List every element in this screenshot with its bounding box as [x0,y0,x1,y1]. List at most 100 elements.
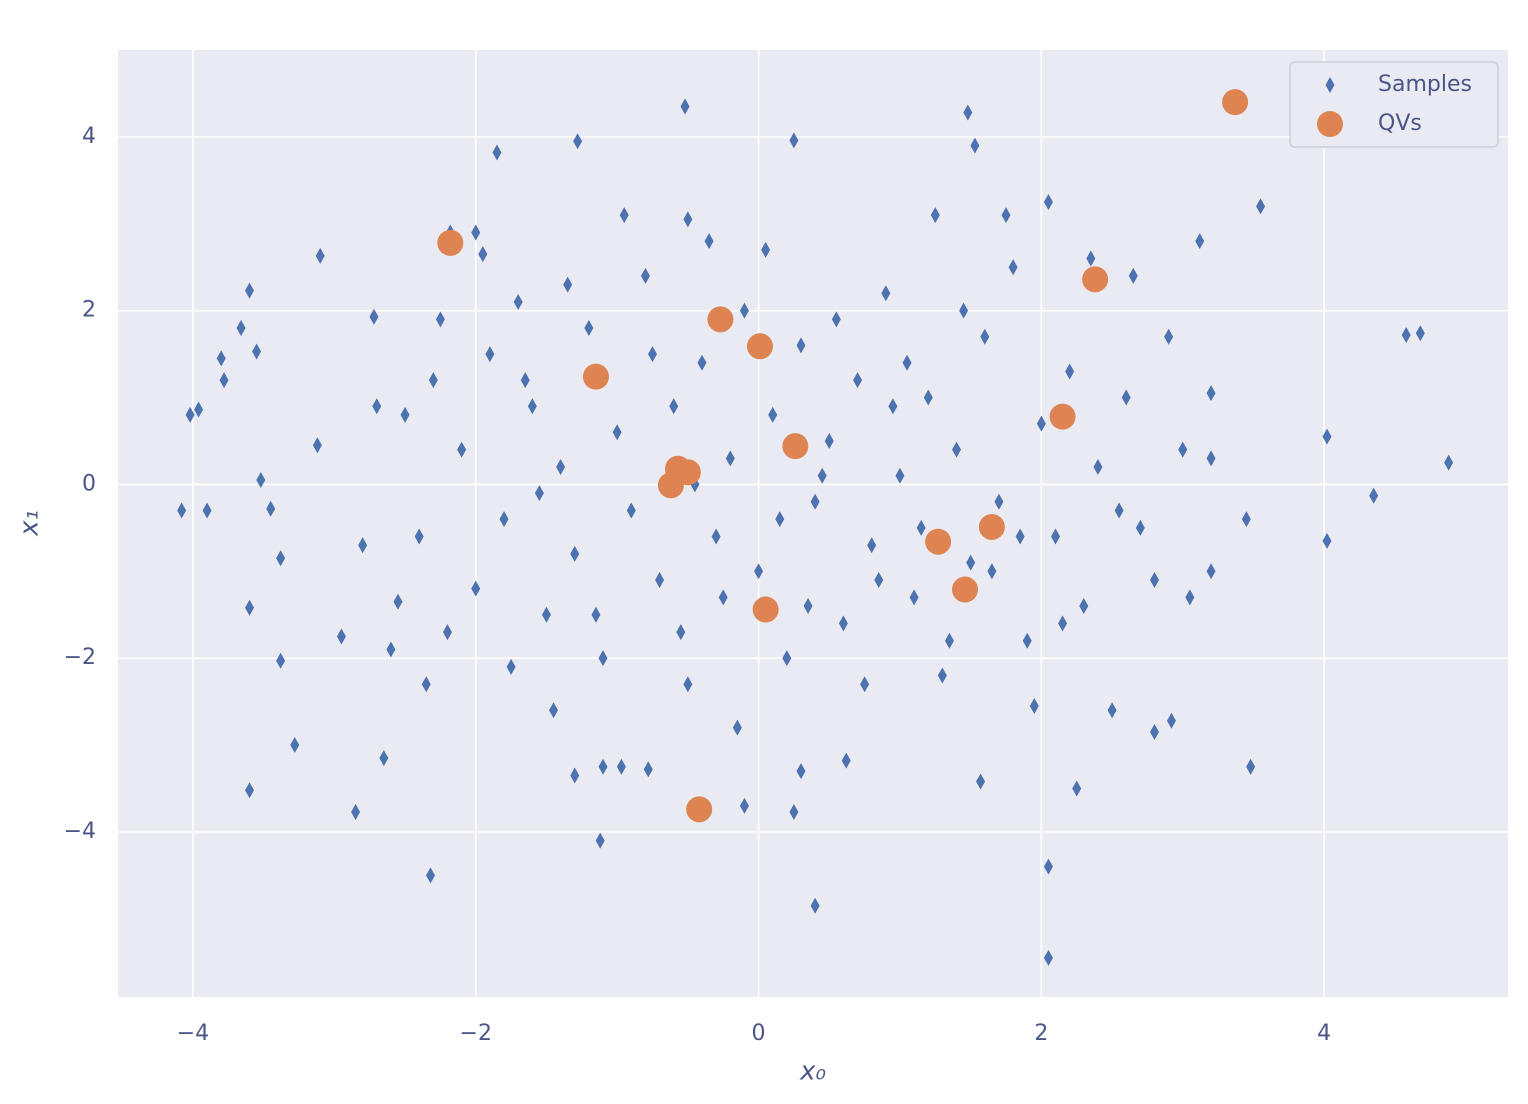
point [746,333,773,360]
point [810,897,820,914]
point [1185,589,1195,606]
point [952,576,979,603]
point [732,719,742,736]
point [616,758,626,775]
point [245,782,255,799]
point [1036,415,1046,432]
point [386,641,396,658]
point [1065,363,1075,380]
point [1121,389,1131,406]
ticks: −4 −2 0 2 4 −4 −2 0 2 4 [64,124,1332,1046]
point [655,571,665,588]
point [570,545,580,562]
point [393,593,403,610]
point [351,803,361,820]
point [796,763,806,780]
point [888,398,898,415]
point [541,606,551,623]
point [598,650,608,667]
point [520,372,530,389]
point [803,598,813,615]
point [499,511,509,528]
point [573,133,583,150]
point [1164,328,1174,345]
point [1008,259,1018,276]
point [782,433,809,460]
point [471,580,481,597]
legend-label: QVs [1378,111,1422,136]
point [619,207,629,224]
point [707,306,734,333]
point [177,502,187,519]
point [563,276,573,293]
x-tick-label: 0 [752,1021,766,1046]
point [697,354,707,371]
point [1369,487,1379,504]
point [276,550,286,567]
point [789,803,799,820]
point [598,758,608,775]
point [643,761,653,778]
point [916,519,926,536]
point [1222,89,1249,116]
point [952,441,962,458]
point [252,343,262,360]
point [478,246,488,263]
point [626,502,636,519]
point [185,406,195,423]
point [752,596,779,623]
point [1415,325,1425,342]
point [980,328,990,345]
point [923,389,933,406]
point [1206,450,1216,467]
point [369,308,379,325]
point [1015,528,1025,545]
point [582,363,609,390]
point [874,571,884,588]
point [725,450,735,467]
point [754,563,764,580]
point [831,311,841,328]
point [1082,266,1109,293]
point [556,459,566,476]
point [867,537,877,554]
y-tick-label: 4 [82,124,96,149]
point [1401,326,1411,343]
point [1195,233,1205,250]
point [810,493,820,510]
legend-label: Samples [1378,72,1472,97]
point [782,650,792,667]
point [216,350,226,367]
point [1043,949,1053,966]
point [426,867,436,884]
point [194,401,204,418]
point [1246,758,1256,775]
point [1128,267,1138,284]
point [739,797,749,814]
point [336,628,346,645]
point [966,554,976,571]
point [1022,632,1032,649]
point [1107,702,1117,719]
point [711,528,721,545]
point [492,144,502,161]
point [881,285,891,302]
point [435,311,445,328]
point [683,676,693,693]
point [549,702,559,719]
point [358,537,368,554]
points [177,89,1454,966]
point [739,302,749,319]
point [925,528,952,555]
point [1072,780,1082,797]
point [372,398,382,415]
point [591,606,601,623]
point [485,346,495,363]
point [775,511,785,528]
point [686,796,713,823]
x-tick-label: −4 [177,1021,209,1046]
point [909,589,919,606]
point [841,752,851,769]
point [683,211,693,228]
point [761,241,771,258]
